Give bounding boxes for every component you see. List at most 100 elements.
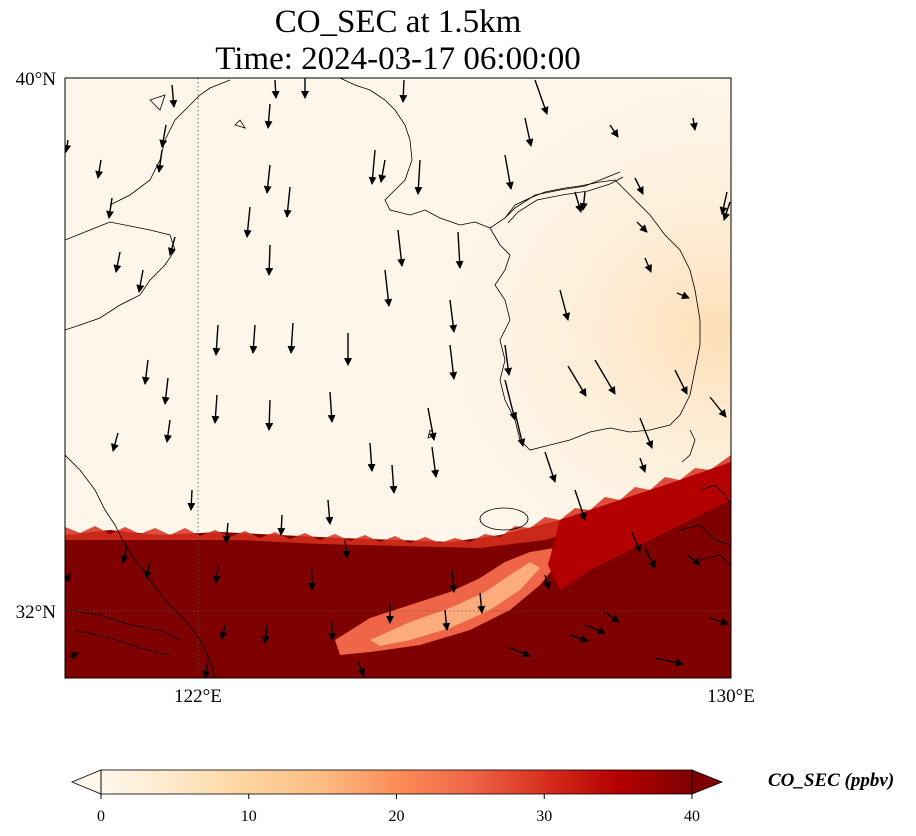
wind-arrow	[389, 464, 398, 494]
wind-arrow	[644, 547, 656, 569]
wind-arrow	[187, 489, 196, 511]
wind-arrow	[271, 79, 280, 99]
wind-arrow	[69, 652, 79, 660]
wind-arrow	[155, 149, 164, 173]
colorbar-label: CO_SEC (ppbv)	[768, 770, 895, 791]
wind-arrow	[504, 379, 518, 421]
wind-arrow	[559, 289, 571, 321]
wind-arrow	[504, 154, 514, 190]
gridlines	[65, 78, 731, 678]
wind-arrow	[644, 257, 652, 273]
map-subtitle-time: Time: 2024-03-17 06:00:00	[215, 41, 581, 77]
wind-arrow	[455, 231, 464, 269]
wind-arrow	[639, 417, 654, 449]
wind-arrow	[136, 269, 145, 293]
wind-arrow	[449, 299, 458, 333]
colorbar-tick-label: 30	[536, 808, 552, 825]
wind-arrow	[427, 407, 437, 441]
wind-arrow	[431, 446, 440, 478]
wind-arrow	[687, 554, 701, 566]
wind-arrow	[265, 399, 274, 431]
colorbar-tick-label: 20	[389, 808, 405, 825]
map-frame	[64, 77, 732, 679]
concentration-plume-core	[370, 562, 540, 646]
wind-arrow	[674, 369, 688, 395]
wind-arrow	[367, 442, 376, 472]
wind-arrow	[477, 592, 486, 614]
wind-arrow	[689, 117, 698, 131]
wind-arrow	[159, 124, 168, 148]
coastlines	[65, 78, 731, 678]
wind-arrow	[654, 657, 684, 667]
wind-arrow	[509, 647, 531, 658]
wind-arrow	[169, 84, 178, 108]
wind-arrow	[524, 117, 534, 147]
wind-arrow	[161, 377, 170, 405]
wind-arrow	[264, 103, 273, 129]
wind-arrow	[709, 617, 729, 626]
lat-label-32n: 32°N	[16, 602, 57, 623]
wind-arrow	[95, 159, 104, 179]
wind-arrow	[504, 344, 513, 376]
wind-arrow	[631, 531, 642, 553]
wind-arrow	[368, 149, 377, 185]
wind-vectors	[65, 78, 731, 678]
wind-arrow	[65, 139, 72, 153]
colorbar-tick-label: 10	[241, 808, 257, 825]
colorbar-gradient	[101, 770, 692, 794]
wind-arrow	[342, 539, 351, 559]
wind-arrow	[719, 191, 728, 215]
wind-arrow	[111, 432, 119, 452]
wind-arrow	[638, 457, 647, 473]
wind-arrow	[594, 359, 616, 395]
wind-arrow	[544, 451, 557, 483]
wind-arrow	[243, 206, 252, 238]
wind-arrow	[534, 79, 549, 115]
wind-arrow	[219, 624, 228, 640]
wind-arrow	[378, 159, 387, 183]
colorbar-max-extend	[691, 769, 724, 795]
colorbar-tick-label: 40	[684, 808, 700, 825]
wind-arrow	[579, 191, 588, 211]
wind-arrow	[143, 561, 152, 579]
wind-arrow	[543, 574, 551, 590]
wind-arrow	[211, 394, 220, 424]
wind-arrow	[265, 244, 274, 276]
wind-arrow	[574, 489, 587, 521]
wind-arrow	[327, 391, 336, 423]
colorbar-min-extend	[70, 769, 102, 795]
wind-arrow	[449, 344, 458, 380]
wind-arrow	[261, 624, 270, 644]
concentration-plume-high	[65, 462, 731, 678]
wind-arrow	[263, 164, 272, 194]
wind-arrow	[163, 419, 172, 443]
wind-arrow	[584, 624, 606, 635]
wind-arrow	[277, 514, 286, 536]
wind-arrow	[399, 79, 408, 103]
wind-arrow	[222, 522, 231, 544]
lon-label-122e: 122°E	[174, 686, 222, 707]
wind-arrow	[325, 499, 334, 525]
wind-arrow	[636, 221, 648, 233]
wind-arrow	[676, 291, 690, 299]
wind-arrow	[442, 609, 451, 631]
wind-arrow	[567, 365, 587, 397]
wind-arrow	[514, 411, 526, 447]
wind-arrow	[65, 573, 71, 583]
lon-label-130e: 130°E	[707, 686, 755, 707]
wind-arrow	[202, 659, 211, 678]
wind-arrow	[120, 544, 129, 564]
wind-arrow	[709, 396, 727, 418]
wind-arrow	[168, 236, 176, 256]
wind-arrow	[449, 569, 458, 593]
wind-arrow	[609, 124, 619, 138]
map-title: CO_SEC at 1.5km	[274, 4, 522, 40]
wind-arrow	[212, 564, 221, 584]
lat-label-40n: 40°N	[16, 69, 57, 90]
wind-arrow	[106, 197, 114, 219]
concentration-plume-east	[548, 462, 731, 590]
colorbar: 0 10 20 30 40	[70, 769, 724, 825]
concentration-plume-inner	[335, 548, 560, 655]
wind-arrow	[287, 322, 296, 354]
